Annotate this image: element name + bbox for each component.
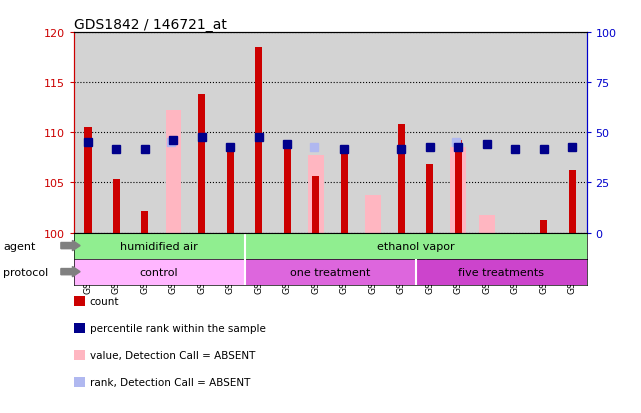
Bar bbox=[245, 259, 415, 285]
Bar bbox=[113, 180, 120, 233]
Text: count: count bbox=[90, 296, 119, 306]
Bar bbox=[454, 141, 462, 233]
Bar bbox=[398, 125, 405, 233]
Bar bbox=[569, 171, 576, 233]
Bar bbox=[415, 259, 587, 285]
Bar bbox=[74, 259, 245, 285]
Bar bbox=[85, 128, 92, 233]
Text: agent: agent bbox=[3, 241, 36, 251]
Text: rank, Detection Call = ABSENT: rank, Detection Call = ABSENT bbox=[90, 377, 250, 387]
Bar bbox=[245, 233, 587, 259]
Bar bbox=[479, 215, 495, 233]
Bar bbox=[341, 150, 348, 233]
Bar bbox=[365, 196, 381, 233]
Text: GDS1842 / 146721_at: GDS1842 / 146721_at bbox=[74, 18, 226, 32]
Bar bbox=[74, 233, 245, 259]
Text: value, Detection Call = ABSENT: value, Detection Call = ABSENT bbox=[90, 350, 255, 360]
Bar bbox=[540, 220, 547, 233]
Text: humidified air: humidified air bbox=[121, 241, 198, 251]
Text: five treatments: five treatments bbox=[458, 267, 544, 277]
Bar bbox=[284, 143, 291, 233]
Text: control: control bbox=[140, 267, 178, 277]
Bar bbox=[198, 95, 206, 233]
Text: ethanol vapor: ethanol vapor bbox=[377, 241, 454, 251]
Text: protocol: protocol bbox=[3, 267, 49, 277]
Bar bbox=[142, 211, 149, 233]
Bar bbox=[312, 177, 319, 233]
Text: one treatment: one treatment bbox=[290, 267, 370, 277]
Bar bbox=[451, 148, 466, 233]
Bar bbox=[426, 165, 433, 233]
Bar bbox=[165, 111, 181, 233]
Bar bbox=[227, 151, 234, 233]
Bar bbox=[255, 48, 262, 233]
Bar bbox=[308, 156, 324, 233]
Text: percentile rank within the sample: percentile rank within the sample bbox=[90, 323, 265, 333]
